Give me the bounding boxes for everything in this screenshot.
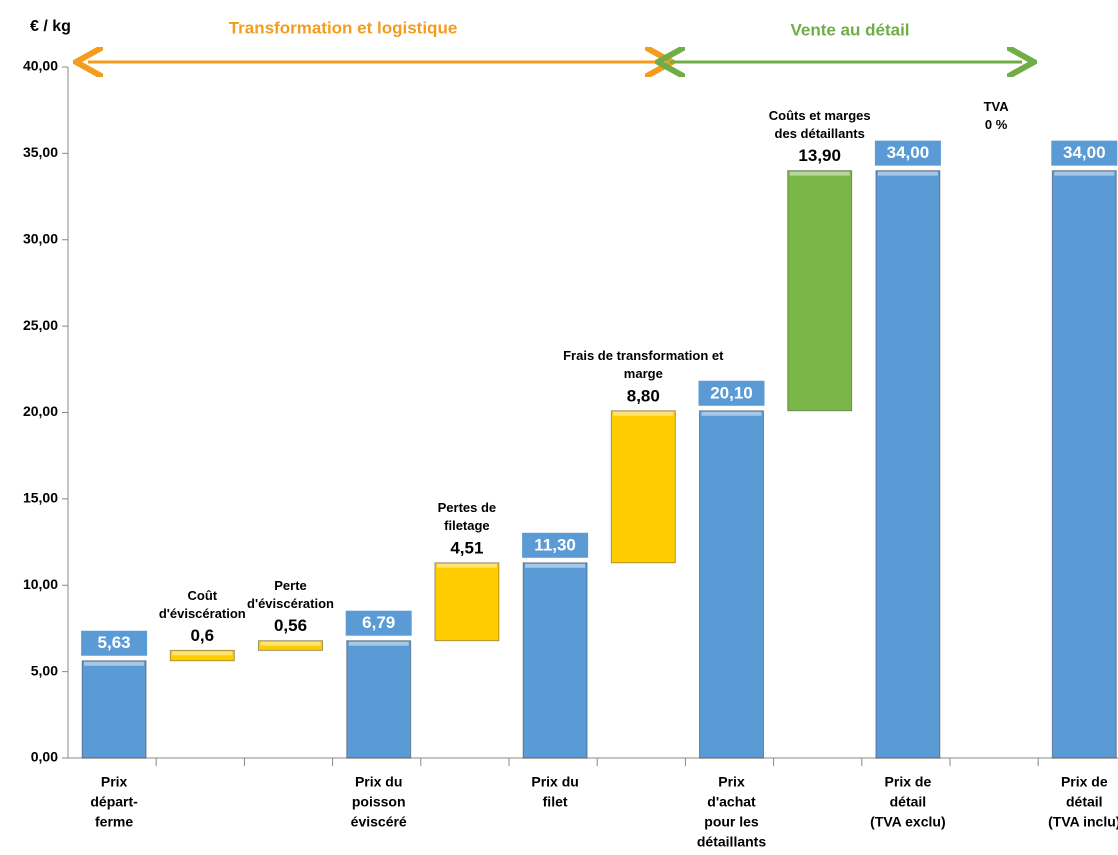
y-tick-label: 30,00 — [23, 230, 58, 246]
bar — [610, 410, 676, 564]
x-tick-label: départ- — [90, 794, 138, 810]
x-tick-label: Prix du — [355, 774, 402, 790]
bar-highlight — [1054, 171, 1115, 176]
bar — [258, 640, 323, 651]
x-tick-label: détail — [890, 794, 927, 810]
value-label: 0 % — [985, 117, 1008, 132]
y-tick-label: 10,00 — [23, 576, 58, 592]
bar-highlight — [525, 563, 586, 568]
bar — [81, 660, 147, 759]
y-tick-label: 35,00 — [23, 144, 58, 160]
value-label-box — [81, 630, 148, 656]
y-tick-label: 40,00 — [23, 58, 58, 74]
bar-highlight — [613, 411, 674, 416]
x-tick-label: poisson — [352, 794, 406, 810]
x-tick-label: filet — [543, 794, 568, 810]
x-tick-label: détaillants — [697, 834, 766, 850]
value-label: 11,30 — [534, 535, 576, 554]
step-label: Frais de transformation et — [563, 348, 724, 363]
y-axis-label: € / kg — [30, 18, 71, 35]
bar — [1051, 170, 1117, 759]
value-label: 5,63 — [98, 633, 131, 652]
value-label: 8,80 — [627, 386, 660, 405]
step-label: Perte — [274, 578, 307, 593]
bar-highlight — [436, 563, 497, 568]
x-tick-label: Prix — [718, 774, 745, 790]
step-label: marge — [624, 366, 663, 381]
y-tick-label: 0,00 — [31, 749, 58, 765]
value-label-box — [345, 610, 412, 636]
bar — [346, 640, 412, 759]
step-label: des détaillants — [775, 126, 865, 141]
y-tick-label: 25,00 — [23, 317, 58, 333]
value-label: 13,90 — [798, 146, 841, 165]
x-tick-label: ferme — [95, 814, 133, 830]
value-label-box — [698, 380, 765, 406]
y-tick-label: 20,00 — [23, 403, 58, 419]
value-label: 34,00 — [887, 143, 930, 162]
x-tick-label: d'achat — [707, 794, 756, 810]
step-label: filetage — [444, 518, 490, 533]
step-label: TVA — [984, 99, 1010, 114]
bar-highlight — [789, 171, 850, 176]
bar — [169, 649, 235, 662]
section-label: Transformation et logistique — [229, 18, 458, 37]
value-label-box — [874, 140, 941, 166]
bar — [875, 170, 941, 759]
bar — [699, 410, 764, 759]
x-tick-label: éviscéré — [351, 814, 407, 830]
value-label: 4,51 — [450, 538, 483, 557]
bar-highlight — [84, 661, 145, 666]
bar-highlight — [172, 651, 233, 656]
x-tick-label: Prix du — [531, 774, 578, 790]
y-tick-label: 5,00 — [31, 662, 58, 678]
value-label: 0,56 — [274, 616, 307, 635]
bar-highlight — [877, 171, 938, 176]
value-label: 34,00 — [1063, 143, 1106, 162]
value-label-box — [1051, 140, 1118, 166]
value-label: 20,10 — [710, 383, 753, 402]
y-tick-label: 15,00 — [23, 490, 58, 506]
bar-highlight — [348, 641, 409, 646]
bar-highlight — [701, 411, 762, 416]
bar — [434, 562, 500, 642]
step-label: Coûts et marges — [769, 108, 871, 123]
x-tick-label: (TVA inclu) — [1048, 814, 1118, 830]
value-label: 0,6 — [190, 626, 214, 645]
value-label: 6,79 — [362, 613, 395, 632]
bar — [522, 562, 588, 759]
bar — [787, 170, 853, 412]
x-tick-label: (TVA exclu) — [870, 814, 945, 830]
bar-highlight — [260, 641, 321, 646]
step-label: Coût — [187, 588, 217, 603]
step-label: d'éviscération — [247, 596, 334, 611]
x-tick-label: Prix de — [885, 774, 932, 790]
x-tick-label: pour les — [704, 814, 759, 830]
x-tick-label: Prix de — [1061, 774, 1108, 790]
step-label: Pertes de — [438, 500, 497, 515]
section-label: Vente au détail — [790, 20, 909, 39]
x-tick-label: détail — [1066, 794, 1103, 810]
x-tick-label: Prix — [101, 774, 128, 790]
value-label-box — [522, 532, 589, 558]
step-label: d'éviscération — [159, 606, 246, 621]
